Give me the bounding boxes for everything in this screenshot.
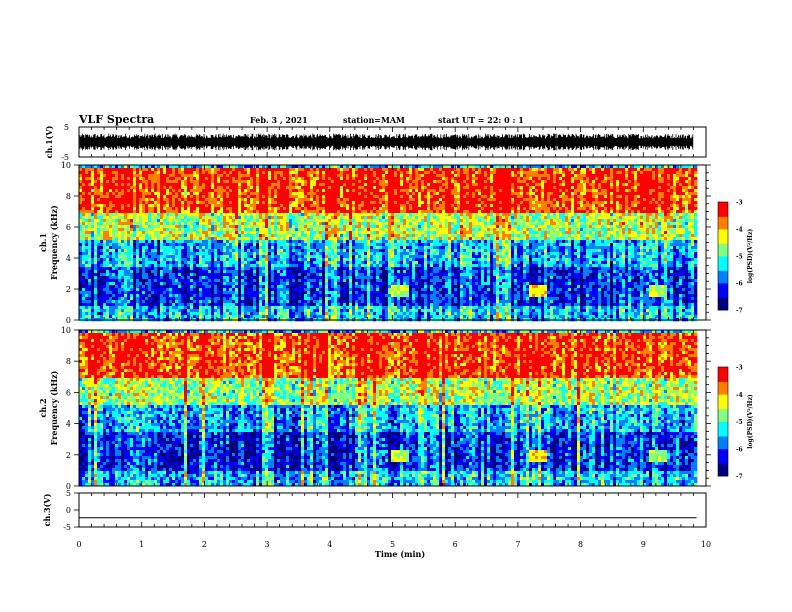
colorbar-tick-label: -6 (736, 281, 743, 288)
y-tick-label: 4 (66, 420, 71, 429)
x-tick-label: 6 (453, 540, 458, 549)
colorbar-label: log(PSD)(V²/Hz) (747, 229, 754, 284)
y-tick-label: 2 (66, 285, 71, 294)
colorbar-tick-label: -4 (736, 392, 743, 399)
y-tick-label: 0 (66, 506, 71, 515)
colorbar: -3 -4 -5 -6 -7 log(PSD)(V²/Hz) (717, 200, 754, 315)
x-tick-label: 10 (701, 540, 711, 549)
start-time-label: start UT = 22: 0 : 1 (438, 115, 524, 125)
y-tick-label: -5 (63, 523, 71, 532)
spectrogram-cells (79, 330, 698, 487)
figure-title: VLF Spectra (78, 113, 154, 126)
y-tick-label: 8 (66, 192, 71, 201)
colorbar-tick-label: -3 (736, 200, 743, 207)
frequency-axis-label: ch.2 (38, 398, 48, 417)
x-tick-label: 3 (265, 540, 270, 549)
y-tick-label: 4 (66, 254, 71, 263)
plot-frame (78, 492, 707, 528)
frequency-axis-label: ch.1 (38, 233, 48, 252)
frequency-axis-label: Frequency (kHz) (49, 205, 59, 280)
ch1-waveform-trace (79, 133, 694, 151)
y-tick-label: 8 (66, 357, 71, 366)
y-tick-label: 6 (66, 388, 71, 397)
y-tick-label: 10 (61, 161, 71, 170)
y-tick-label: 5 (66, 489, 71, 498)
y-tick-label: 5 (64, 123, 69, 132)
time-axis-label: Time (min) (375, 549, 425, 559)
colorbar-tick-label: -6 (736, 446, 743, 453)
colorbar-tick-label: -4 (736, 227, 743, 234)
frequency-axis-label: Frequency (kHz) (49, 370, 59, 445)
colorbar-tick-label: -7 (736, 308, 743, 315)
station-label: station=MAM (343, 115, 405, 125)
ch1-waveform-panel: 5-5ch.1(V) (44, 123, 707, 162)
colorbar-label: log(PSD)(V²/Hz) (747, 394, 754, 449)
x-tick-label: 2 (202, 540, 207, 549)
x-tick-label: 5 (390, 540, 395, 549)
colorbar-tick-label: -5 (736, 254, 743, 261)
ch1-voltage-axis-label: ch.1(V) (44, 125, 54, 158)
date-label: Feb. 3 , 2021 (250, 115, 308, 125)
colorbar-tick-label: -3 (736, 365, 743, 372)
x-tick-label: 0 (76, 540, 81, 549)
y-tick-label: 2 (66, 451, 71, 460)
y-tick-label: 6 (66, 223, 71, 232)
x-tick-label: 7 (515, 540, 520, 549)
x-tick-label: 1 (139, 540, 144, 549)
spectrogram-cells (79, 165, 698, 322)
colorbar-tick-label: -7 (736, 474, 743, 481)
time-axis: Time (min) 0 1 2 3 4 5 6 7 8 9 10 (76, 540, 711, 559)
x-tick-label: 9 (641, 540, 646, 549)
colorbar-segment (718, 202, 728, 205)
colorbar-tick-label: -5 (736, 419, 743, 426)
ch1-spectrogram-panel: 0 2 4 6 8 10 ch.1 Frequency (kHz) -3 -4 -5 -6 -7 log(… (38, 161, 754, 325)
colorbar: -3 -4 -5 -6 -7 log(PSD)(V²/Hz) (717, 365, 754, 481)
y-tick-label: 10 (61, 326, 71, 335)
colorbar-segment (718, 367, 728, 370)
ch3-waveform-panel: 5 0 -5 ch.3(V) (42, 489, 707, 532)
ch3-voltage-axis-label: ch.3(V) (42, 493, 52, 526)
x-tick-label: 4 (327, 540, 332, 549)
y-tick-label: 0 (66, 316, 71, 325)
x-tick-label: 8 (578, 540, 583, 549)
